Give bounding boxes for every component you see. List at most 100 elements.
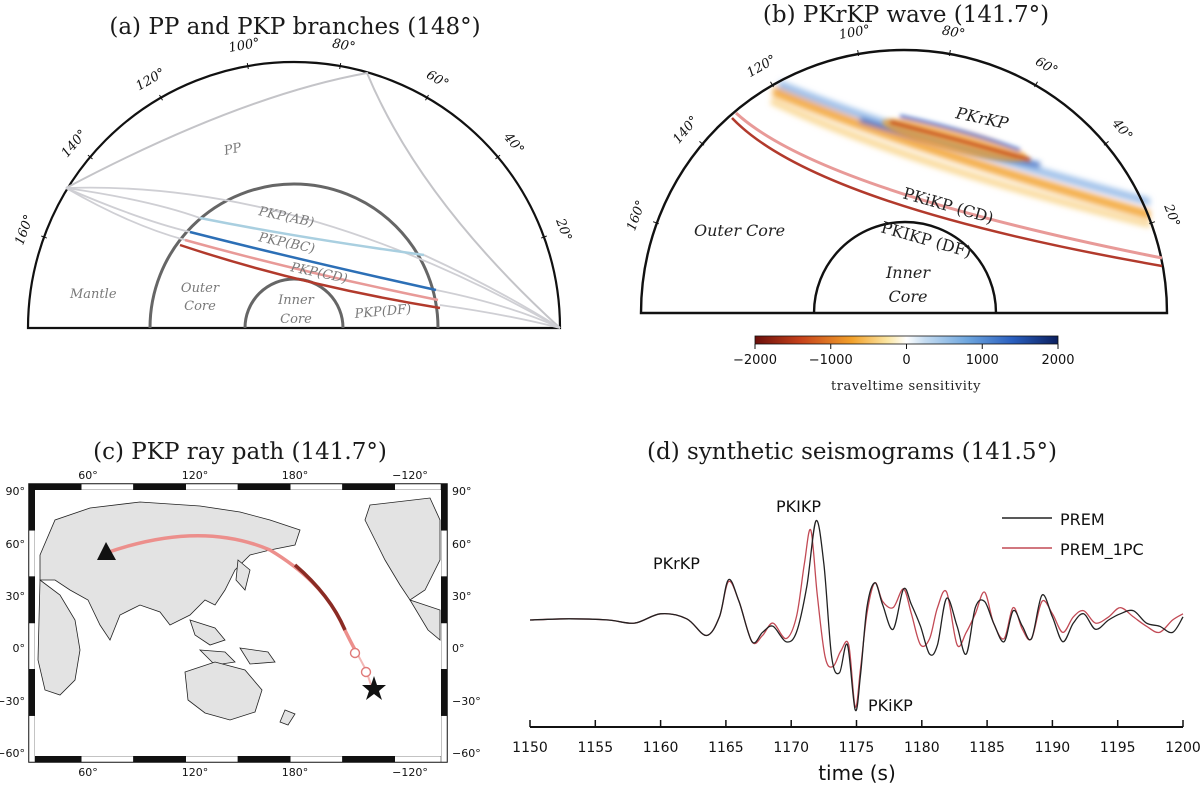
mantle-ray-6 xyxy=(435,289,561,329)
x-tick-label: 1190 xyxy=(1035,740,1071,756)
panel-d-title: (d) synthetic seismograms (141.5°) xyxy=(647,439,1057,465)
panel-a-angle-label: 160° xyxy=(12,213,37,248)
frame-segment-left xyxy=(28,483,36,531)
pkp-df-label: PKP(DF) xyxy=(353,302,412,322)
x-axis-label: time (s) xyxy=(818,761,896,785)
map-left-tick-label: 0° xyxy=(13,642,26,655)
map-frame-ticks xyxy=(28,483,448,763)
panel-a-angle-tick xyxy=(87,154,93,160)
panel-b-angle-label: 80° xyxy=(941,23,966,42)
frame-segment-bottom xyxy=(290,755,343,763)
map-right-tick-label: 0° xyxy=(452,642,465,655)
pkrkp-phase-label: PKrKP xyxy=(653,554,700,573)
frame-segment-bottom xyxy=(185,755,239,763)
frame-segment-right xyxy=(440,669,448,716)
frame-segment-top xyxy=(28,483,82,491)
frame-segment-bottom xyxy=(237,755,291,763)
mantle-label: Mantle xyxy=(69,287,117,302)
frame-segment-top xyxy=(394,483,448,491)
panel-b-angle-label: 60° xyxy=(1033,54,1060,79)
x-tick-label: 1200 xyxy=(1165,740,1200,756)
pkikp-phase-label: PKIKP xyxy=(776,497,821,516)
frame-segment-top xyxy=(290,483,343,491)
inner-core-label-1: Inner xyxy=(885,263,931,282)
frame-segment-top xyxy=(342,483,395,491)
outer-core-label-2: Core xyxy=(184,299,216,314)
map-top-tick-label: 60° xyxy=(78,469,98,482)
frame-segment-left xyxy=(28,715,36,763)
frame-segment-left xyxy=(28,576,36,624)
panel-b-angle-label: 160° xyxy=(624,198,649,233)
panel-a-title: (a) PP and PKP branches (148°) xyxy=(109,14,480,40)
panel-a-angle-labels: 160° 140° 120° 100° 80° 60° 40° 20° xyxy=(12,36,574,248)
map-top-tick-label: 180° xyxy=(282,469,309,482)
map-bottom-tick-label: 180° xyxy=(282,766,309,779)
panel-a-angle-label: 20° xyxy=(552,216,574,244)
colorbar-tick-label: 1000 xyxy=(966,353,999,368)
inner-core-label-1: Inner xyxy=(277,293,315,308)
panel-a-angle-label: 80° xyxy=(331,36,356,55)
panel-b-angle-label: 40° xyxy=(1108,116,1135,144)
seismogram-prem xyxy=(529,520,1184,712)
panel-a-earth-surface xyxy=(26,60,562,330)
panel-a-angle-label: 100° xyxy=(228,36,261,56)
map-left-tick-label: 60° xyxy=(6,538,26,551)
panel-b-angle-tick xyxy=(857,49,860,57)
x-tick-label: 1195 xyxy=(1100,740,1136,756)
map-right-tick-label: 30° xyxy=(452,590,472,603)
frame-segment-right xyxy=(440,622,448,670)
pkp-df-ray xyxy=(179,243,441,310)
panel-c-title: (c) PKP ray path (141.7°) xyxy=(93,439,387,465)
entry-point-marker xyxy=(349,647,361,659)
panel-b-angle-tick xyxy=(1149,221,1156,225)
pkikp-cd-label: PKiKP (CD) xyxy=(901,184,996,228)
map-left-tick-label: 90° xyxy=(6,485,26,498)
map-right-tick-label: −60° xyxy=(452,747,481,760)
seismogram-series xyxy=(529,520,1184,712)
colorbar-tick-label: 2000 xyxy=(1041,353,1074,368)
mantle-ray-1 xyxy=(65,186,561,329)
map-left-tick-label: −60° xyxy=(0,747,25,760)
frame-segment-top xyxy=(237,483,291,491)
frame-segment-top xyxy=(81,483,134,491)
panel-b-title: (b) PKrKP wave (141.7°) xyxy=(763,2,1049,28)
earthquake-star-icon xyxy=(362,676,386,700)
frame-segment-bottom xyxy=(28,755,82,763)
panel-a-angle-tick xyxy=(339,62,342,70)
exit-point-marker xyxy=(360,666,372,678)
map-right-tick-label: 90° xyxy=(452,485,472,498)
pp-ray xyxy=(65,71,561,329)
map-top-tick-label: −120° xyxy=(392,469,428,482)
frame-segment-left xyxy=(28,622,36,670)
panel-b-angle-tick xyxy=(948,49,951,57)
colorbar-tick-label: −1000 xyxy=(809,353,853,368)
x-tick-label: 1180 xyxy=(904,740,940,756)
map-right-tick-label: −30° xyxy=(452,695,481,708)
panel-a-angle-label: 40° xyxy=(500,129,527,157)
map-left-tick-label: 30° xyxy=(6,590,26,603)
land-masses xyxy=(37,497,441,726)
panel-b-angle-label: 20° xyxy=(1160,201,1182,229)
map-bottom-tick-label: 120° xyxy=(182,766,209,779)
x-tick-label: 1185 xyxy=(969,740,1005,756)
panel-b-angle-label: 100° xyxy=(838,23,871,43)
mantle-ray-3 xyxy=(65,187,191,233)
colorbar-tick-label: −2000 xyxy=(733,353,777,368)
panel-b-angle-tick xyxy=(699,140,705,146)
pkikp-df-ray xyxy=(731,117,1163,268)
panel-a-cmb xyxy=(148,182,440,329)
x-axis-ticks: 1150 1155 1160 1165 1170 1175 1180 1185 1190 1195… xyxy=(512,720,1200,756)
outer-core-label-1: Outer xyxy=(181,281,220,296)
panel-b-icb xyxy=(812,220,998,314)
map-top-tick-label: 120° xyxy=(182,469,209,482)
map-bottom-tick-label: −120° xyxy=(392,766,428,779)
map-left-tick-label: −30° xyxy=(0,695,25,708)
pkrkp-label: PKrKP xyxy=(953,103,1010,133)
panel-a: (a) PP and PKP branches (148°) PP PKP(AB… xyxy=(12,14,574,330)
station-triangle-icon xyxy=(97,542,116,560)
colorbar-ticks: −2000 −1000 0 1000 2000 xyxy=(733,344,1075,368)
frame-segment-right xyxy=(440,715,448,763)
map-tick-labels: 60° 120° 180° −120° 60° 120° 180° −120° 90° 60° 30… xyxy=(0,469,481,779)
pkp-bc-ray xyxy=(189,230,437,292)
pkikp-cd-ray xyxy=(734,111,1163,260)
